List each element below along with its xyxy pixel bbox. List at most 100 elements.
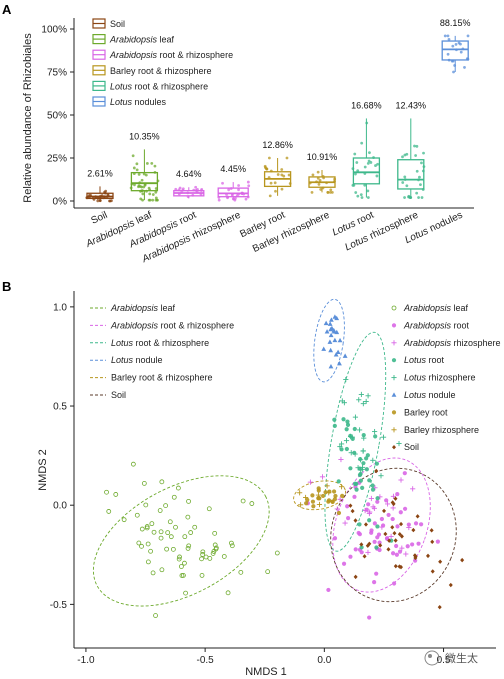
panel-b-point xyxy=(121,517,127,523)
panel-b-point xyxy=(329,325,335,331)
panel-a-point xyxy=(135,162,139,166)
watermark-text: 微生太 xyxy=(445,651,478,665)
panel-b-point xyxy=(374,545,379,550)
panel-b-point xyxy=(334,315,340,321)
panel-b-point xyxy=(168,534,174,540)
panel-b-point xyxy=(328,364,334,369)
watermark: 微生太 xyxy=(424,650,478,666)
panel-b-point xyxy=(365,393,371,399)
panel-b-point xyxy=(200,549,206,555)
panel-b-point xyxy=(321,346,327,351)
panel-a-box: 16.68% xyxy=(351,100,382,199)
panel-b-point xyxy=(370,483,375,488)
panel-a-boxplot: Relative abundance of Rhizobiales 0% 25% 5… xyxy=(22,18,474,265)
panel-a-point xyxy=(268,194,272,198)
panel-a-point xyxy=(422,165,426,169)
panel-a-point xyxy=(287,173,291,177)
panel-b-nmds: -1.0 -0.5 0.0 0.5 -0.5 0.0 0.5 1.0 NMDS 1 NMDS … xyxy=(37,291,501,678)
panel-b-point xyxy=(303,494,309,501)
panel-b-point-legend-label: Lotus rhizosphere xyxy=(404,373,476,383)
panel-b-point xyxy=(274,550,280,556)
panel-b-point xyxy=(406,524,412,531)
panel-a-point xyxy=(96,199,100,203)
panel-b-point xyxy=(305,497,310,503)
panel-a-point xyxy=(285,156,289,160)
panel-b-point xyxy=(158,529,164,535)
panel-a-point xyxy=(354,191,358,194)
panel-a-point xyxy=(454,42,458,46)
panel-b-ellipse-legend-label: Lotus nodule xyxy=(111,355,163,365)
panel-b-point xyxy=(379,516,384,522)
panel-a-point xyxy=(280,173,284,177)
panel-a-point xyxy=(288,182,292,185)
panel-a-legend-label-rest: root & rhizosphere xyxy=(132,81,208,91)
panel-b-point xyxy=(150,570,156,576)
panel-a-point xyxy=(451,44,455,48)
panel-a-median-label: 2.61% xyxy=(87,168,113,178)
panel-b-point xyxy=(338,441,345,447)
panel-b-point xyxy=(344,446,349,452)
panel-b-point xyxy=(392,530,397,536)
panel-a-point xyxy=(316,170,320,174)
panel-b-point xyxy=(367,518,372,523)
panel-a-legend-item: Arabidopsis root & rhizosphere xyxy=(92,49,233,60)
panel-b-point xyxy=(164,546,170,552)
panel-b-point xyxy=(370,457,376,463)
panel-a-point xyxy=(148,198,152,202)
panel-a-box: 10.35% xyxy=(129,131,160,202)
panel-a-point xyxy=(414,154,418,157)
panel-a-legend-label-italic: Arabidopsis xyxy=(109,35,158,45)
panel-a-point xyxy=(129,186,133,190)
panel-b-point xyxy=(212,530,218,536)
panel-a-point xyxy=(154,196,158,200)
panel-b-ellipse-legend-label: Soil xyxy=(111,390,126,400)
panel-b-point-legend-label: Arabidopsis leaf xyxy=(403,303,469,313)
panel-b-ellipse-legend-label-italic: Lotus xyxy=(111,338,134,348)
panel-b-point xyxy=(144,524,150,529)
panel-b-point xyxy=(435,539,440,544)
panel-a-y-tick-label: 25% xyxy=(47,154,67,165)
panel-b-point xyxy=(323,490,328,495)
panel-a-point xyxy=(217,196,221,199)
panel-b-point xyxy=(369,528,374,533)
panel-b-point xyxy=(185,545,191,551)
panel-b-point xyxy=(460,557,465,563)
panel-a-point xyxy=(355,161,359,164)
panel-b-point xyxy=(359,545,364,550)
panel-a-point xyxy=(403,196,406,199)
panel-a-x-tick-label: Lotus rhizosphere xyxy=(343,210,420,254)
panel-b-point xyxy=(359,464,366,470)
panel-a-point xyxy=(196,187,199,191)
panel-a-point xyxy=(310,191,314,194)
panel-b-x-tick-label: -1.0 xyxy=(77,655,95,666)
panel-a-legend-label: Barley root & rhizosphere xyxy=(110,66,212,76)
panel-b-point xyxy=(437,604,442,610)
panel-a-legend-item: Arabidopsis leaf xyxy=(92,33,175,45)
panel-b-point xyxy=(410,542,415,547)
panel-b-point xyxy=(343,376,349,383)
panel-b-point xyxy=(228,540,234,546)
panel-a-point xyxy=(446,34,450,38)
panel-b-point xyxy=(151,529,157,535)
panel-b-point xyxy=(374,571,379,576)
panel-b-point xyxy=(379,524,385,530)
panel-b-point xyxy=(345,422,351,427)
panel-a-point xyxy=(229,187,233,190)
panel-a-point xyxy=(420,196,424,199)
panel-b-point xyxy=(336,479,341,484)
panel-b-point-legend-label: Arabidopsis rhizosphere xyxy=(403,338,501,348)
panel-b-ellipse-legend-label-rest: root & rhizosphere xyxy=(158,320,234,330)
panel-a-point xyxy=(333,177,337,181)
panel-b-point xyxy=(413,521,419,526)
panel-a-point xyxy=(150,161,154,165)
panel-b-point xyxy=(163,503,169,509)
panel-b-point-legend-marker xyxy=(391,323,397,328)
panel-b-ellipse-legend-label: Barley root & rhizosphere xyxy=(111,373,213,383)
panel-a-point xyxy=(447,38,451,41)
panel-b-point xyxy=(337,337,343,343)
panel-a-point xyxy=(311,173,315,177)
panel-a-point xyxy=(133,183,136,187)
panel-a-box: 4.64% xyxy=(173,169,205,199)
